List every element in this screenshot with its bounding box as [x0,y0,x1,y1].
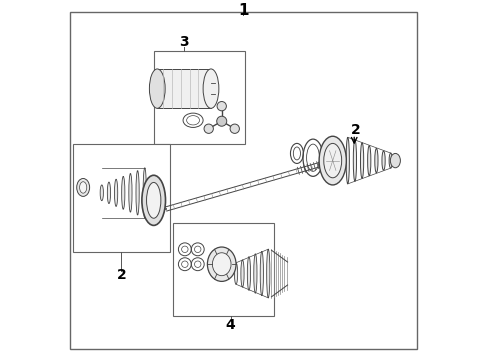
Ellipse shape [147,183,161,218]
Ellipse shape [203,69,219,108]
Ellipse shape [353,140,357,181]
Ellipse shape [217,102,226,111]
Ellipse shape [77,179,90,197]
Ellipse shape [115,179,118,206]
Ellipse shape [324,143,342,178]
Ellipse shape [100,185,103,201]
Ellipse shape [143,168,147,218]
Text: 2: 2 [117,268,126,282]
Ellipse shape [375,148,378,173]
Ellipse shape [382,151,385,170]
Ellipse shape [107,182,111,203]
Ellipse shape [234,263,238,284]
Bar [73,144,170,252]
Ellipse shape [142,175,166,225]
Ellipse shape [204,124,213,134]
Ellipse shape [389,153,392,168]
Ellipse shape [122,176,125,209]
Text: 3: 3 [179,35,189,49]
Ellipse shape [368,145,371,176]
Ellipse shape [247,257,250,291]
Ellipse shape [207,247,236,282]
Ellipse shape [79,182,87,193]
Bar [154,51,245,144]
Text: 2: 2 [351,123,361,137]
Bar [173,223,273,316]
Ellipse shape [260,251,264,296]
Ellipse shape [136,171,139,215]
Text: 1: 1 [238,3,248,18]
Ellipse shape [267,249,270,298]
Text: 4: 4 [226,318,236,332]
Ellipse shape [391,153,400,168]
Ellipse shape [361,143,364,179]
Ellipse shape [230,124,240,134]
Bar [157,69,211,108]
Ellipse shape [129,174,132,212]
Ellipse shape [346,137,349,184]
Ellipse shape [254,254,257,293]
Ellipse shape [213,253,231,276]
Ellipse shape [217,116,227,126]
Ellipse shape [319,136,346,185]
Ellipse shape [149,69,165,108]
Ellipse shape [241,260,244,287]
